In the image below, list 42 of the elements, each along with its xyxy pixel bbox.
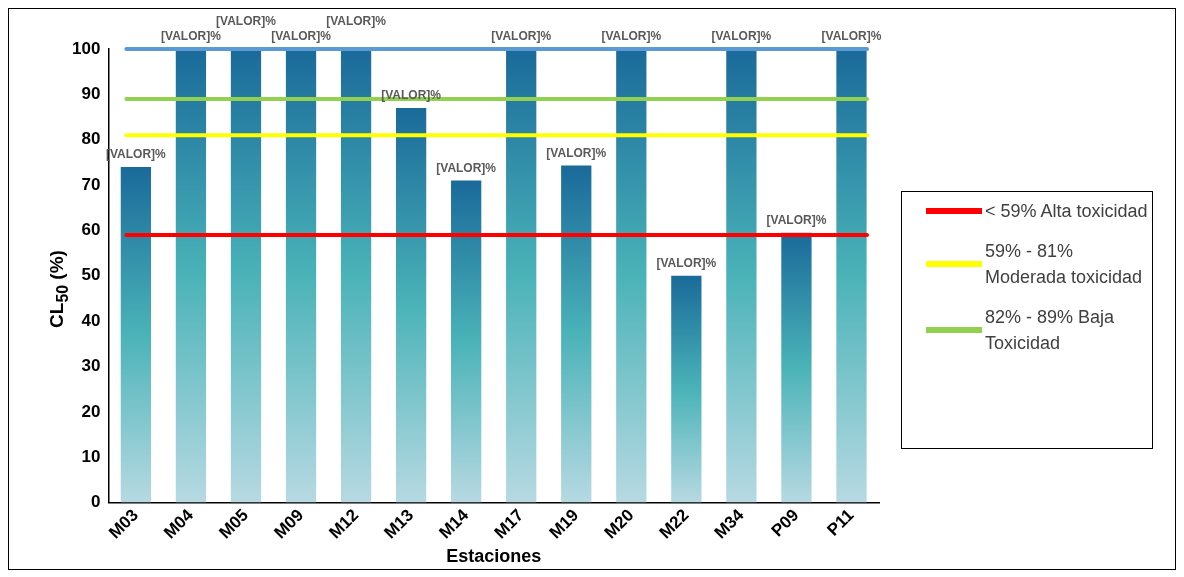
legend-label: 82% - 89% Baja Toxicidad (985, 306, 1116, 355)
y-tick-label: 100 (71, 38, 101, 58)
y-tick-label: 80 (81, 129, 101, 149)
data-label: [VALOR]% (656, 256, 717, 271)
y-tick-label: 10 (81, 446, 101, 466)
bar (616, 49, 647, 503)
data-label: [VALOR]% (546, 145, 607, 160)
x-tick-label: P11 (823, 505, 858, 540)
y-tick-label: 0 (90, 492, 101, 512)
y-tick-label: 50 (81, 265, 101, 285)
data-label: [VALOR]% (821, 29, 882, 44)
data-label: [VALOR]% (271, 29, 332, 44)
bar (395, 107, 427, 503)
y-tick-label: 60 (81, 220, 101, 240)
bar (175, 49, 207, 503)
y-tick-label: 30 (81, 356, 101, 376)
data-label: [VALOR]% (711, 29, 772, 44)
data-label: [VALOR]% (436, 160, 497, 175)
x-axis-title: Estaciones (446, 546, 542, 567)
y-tick-label: 90 (81, 84, 101, 104)
bar (561, 165, 592, 503)
data-label: [VALOR]% (491, 29, 552, 44)
bar (506, 49, 537, 503)
bar (285, 49, 317, 503)
legend-label: 59% - 81% Moderada toxicidad (985, 240, 1144, 289)
bar (451, 180, 482, 503)
bar (340, 49, 372, 503)
y-tick-label: 20 (81, 401, 101, 421)
legend-label: < 59% Alta toxicidad (985, 200, 1148, 223)
data-label: [VALOR]% (326, 14, 387, 29)
y-tick-label: 40 (81, 310, 101, 330)
data-label: [VALOR]% (216, 14, 277, 29)
data-label: [VALOR]% (161, 29, 222, 44)
bar (230, 49, 262, 503)
data-label: [VALOR]% (601, 29, 662, 44)
bar (836, 49, 867, 503)
x-tick-label: P09 (767, 505, 803, 541)
bar (120, 166, 152, 503)
data-label: [VALOR]% (766, 213, 827, 228)
bar (726, 49, 757, 503)
bar (671, 275, 702, 503)
y-tick-label: 70 (81, 174, 101, 194)
